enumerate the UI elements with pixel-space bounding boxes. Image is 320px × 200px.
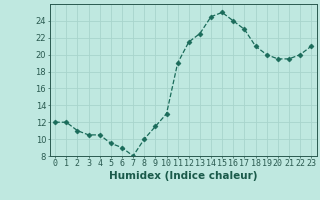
X-axis label: Humidex (Indice chaleur): Humidex (Indice chaleur) — [109, 171, 258, 181]
